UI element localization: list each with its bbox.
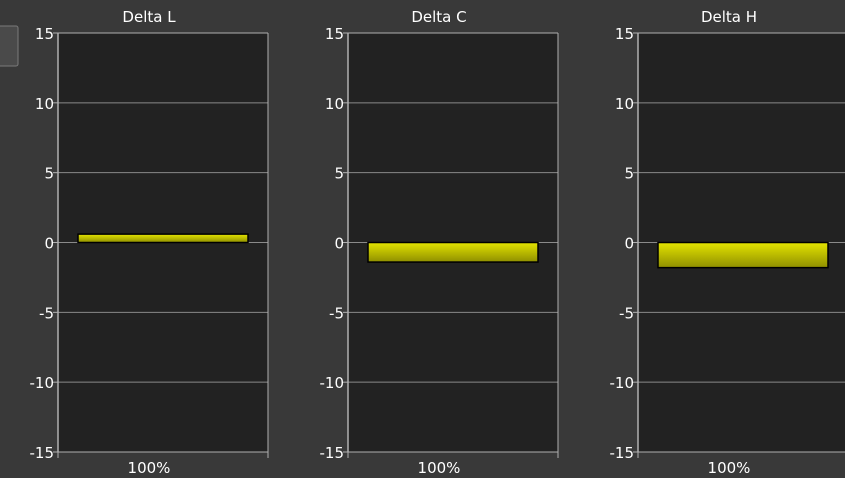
y-tick-label: -10 — [320, 374, 345, 392]
y-tick-label: -5 — [329, 304, 344, 322]
chart-1: 15 10 5 0 -5 -10 -15 Delta L 100% — [30, 8, 269, 477]
y-tick-label: 15 — [325, 25, 344, 43]
y-tick-label: -10 — [30, 374, 55, 392]
x-category-label: 100% — [708, 459, 751, 477]
y-tick-label: -15 — [320, 444, 345, 462]
chart-3: 15 10 5 0 -5 -10 -15 Delta H 100% — [610, 8, 845, 477]
y-tick-label: -5 — [619, 304, 634, 322]
chart-title: Delta H — [701, 8, 757, 26]
bar — [77, 233, 249, 244]
y-tick-label: 0 — [44, 235, 54, 253]
y-tick-label: 0 — [334, 235, 344, 253]
y-tick-label: -15 — [30, 444, 55, 462]
y-tick-label: 5 — [334, 165, 344, 183]
partial-left-button[interactable] — [0, 25, 19, 67]
chart-2: 15 10 5 0 -5 -10 -15 Delta C 100% — [320, 8, 559, 477]
y-tick-label: 10 — [35, 95, 54, 113]
bar — [367, 241, 539, 263]
y-tick-label: 10 — [615, 95, 634, 113]
y-tick-label: -15 — [610, 444, 635, 462]
y-tick-label: 5 — [44, 165, 54, 183]
x-category-label: 100% — [418, 459, 461, 477]
bar — [657, 241, 829, 269]
y-tick-label: -10 — [610, 374, 635, 392]
y-tick-label: 15 — [35, 25, 54, 43]
y-tick-label: 5 — [624, 165, 634, 183]
y-tick-label: -5 — [39, 304, 54, 322]
chart-title: Delta C — [411, 8, 466, 26]
y-tick-label: 0 — [624, 235, 634, 253]
y-tick-label: 15 — [615, 25, 634, 43]
y-tick-label: 10 — [325, 95, 344, 113]
x-category-label: 100% — [128, 459, 171, 477]
chart-title: Delta L — [122, 8, 176, 26]
